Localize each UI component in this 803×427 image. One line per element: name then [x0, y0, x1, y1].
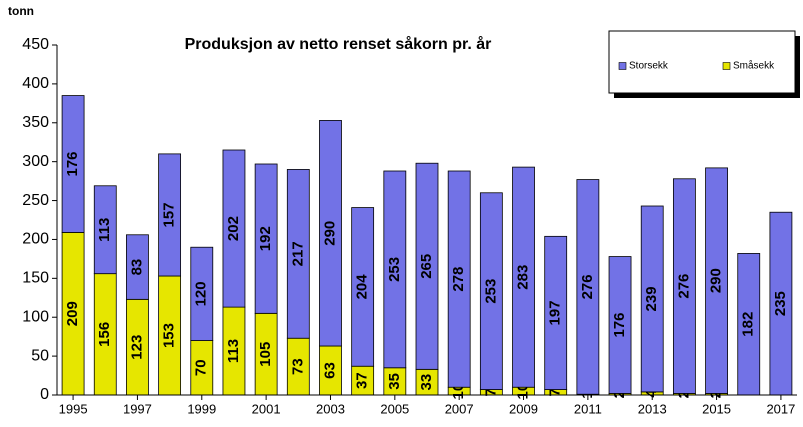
x-tick-label: 2013: [638, 401, 667, 416]
value-label: 7: [547, 388, 564, 396]
value-label: 120: [193, 281, 210, 306]
bar-segment: [479, 192, 503, 390]
bar-segment: [544, 235, 568, 390]
value-label: 83: [128, 259, 145, 276]
bar-segment: [126, 234, 149, 300]
bar-segment: [254, 163, 278, 314]
legend-label: Småsekk: [733, 60, 775, 72]
y-axis-label: tonn: [8, 4, 34, 18]
y-tick-label: 450: [22, 36, 49, 53]
value-label: 2: [675, 390, 692, 398]
value-label: 176: [611, 312, 628, 337]
legend-swatch: [618, 62, 627, 70]
y-tick-label: 50: [31, 347, 49, 364]
x-tick-label: 2011: [574, 401, 602, 416]
value-label: 123: [128, 335, 145, 360]
value-label: 105: [257, 342, 274, 367]
value-label: 253: [482, 279, 499, 304]
y-tick-label: 300: [22, 153, 49, 170]
value-label: 33: [418, 374, 435, 391]
x-tick-label: 2015: [702, 401, 731, 416]
value-label: 70: [193, 359, 210, 376]
value-label: 176: [64, 151, 81, 176]
bar-segment: [415, 162, 439, 370]
y-tick-label: 200: [22, 231, 49, 248]
bar-segment: [447, 170, 471, 388]
value-label: 265: [418, 254, 435, 279]
y-tick-label: 250: [22, 192, 49, 209]
value-label: 156: [96, 322, 113, 347]
value-label: 217: [289, 241, 306, 266]
x-tick-label: 1999: [187, 401, 216, 416]
bar-segment: [222, 149, 246, 308]
x-tick-label: 1995: [59, 401, 88, 416]
bar-segment: [672, 178, 696, 394]
x-tick-label: 1997: [123, 401, 152, 416]
value-label: 283: [514, 265, 531, 290]
value-label: 202: [225, 216, 242, 241]
value-label: 7: [482, 388, 499, 396]
bar-segment: [190, 246, 214, 341]
x-tick-label: 2009: [509, 401, 538, 416]
bar-segment: [512, 166, 535, 388]
bar-segment: [351, 207, 375, 367]
value-label: 2: [708, 390, 725, 398]
value-label: 192: [257, 226, 274, 251]
bar-segment: [705, 167, 728, 394]
value-label: 290: [321, 221, 338, 246]
value-label: 235: [772, 291, 789, 316]
x-tick-label: 2005: [380, 401, 409, 416]
bar-segment: [286, 169, 310, 339]
value-label: 276: [675, 274, 692, 299]
y-tick-label: 150: [22, 270, 49, 287]
bar-segment: [640, 205, 664, 393]
bar-segment: [158, 153, 182, 277]
bar-segment: [576, 179, 600, 395]
y-tick-label: 0: [40, 386, 49, 403]
value-label: 204: [354, 274, 371, 300]
value-label: 209: [64, 301, 81, 326]
value-label: 239: [643, 286, 660, 311]
value-label: 4: [643, 389, 660, 398]
value-label: 2: [611, 390, 628, 398]
value-label: 253: [386, 257, 403, 282]
legend-label: Storsekk: [629, 61, 669, 72]
value-label: 197: [547, 300, 564, 325]
value-label: 63: [321, 362, 338, 379]
x-tick-label: 2003: [316, 401, 345, 416]
y-tick-label: 100: [22, 308, 49, 325]
value-label: 37: [354, 372, 371, 389]
bar-segment: [319, 120, 342, 347]
value-label: 157: [161, 202, 178, 227]
x-tick-label: 2017: [766, 401, 795, 416]
bar-segment: [383, 170, 407, 369]
x-tick-label: 2007: [445, 401, 474, 416]
value-label: 290: [708, 268, 725, 293]
value-label: 182: [740, 312, 757, 337]
value-label: 113: [96, 218, 113, 242]
bar-segment: [93, 185, 117, 275]
bar-segment: [61, 95, 85, 233]
value-label: 113: [225, 339, 242, 363]
y-tick-label: 350: [22, 114, 49, 131]
value-label: 35: [386, 373, 403, 390]
value-label: 278: [450, 267, 467, 292]
bar-segment: [608, 256, 632, 394]
value-label: 153: [161, 323, 178, 348]
legend: [608, 30, 796, 94]
value-label: 276: [579, 274, 596, 299]
y-tick-label: 400: [22, 75, 49, 92]
x-tick-label: 2001: [252, 401, 281, 416]
legend-swatch: [722, 62, 731, 70]
chart-title: Produksjon av netto renset såkorn pr. år: [185, 35, 492, 53]
value-label: 73: [289, 358, 306, 375]
